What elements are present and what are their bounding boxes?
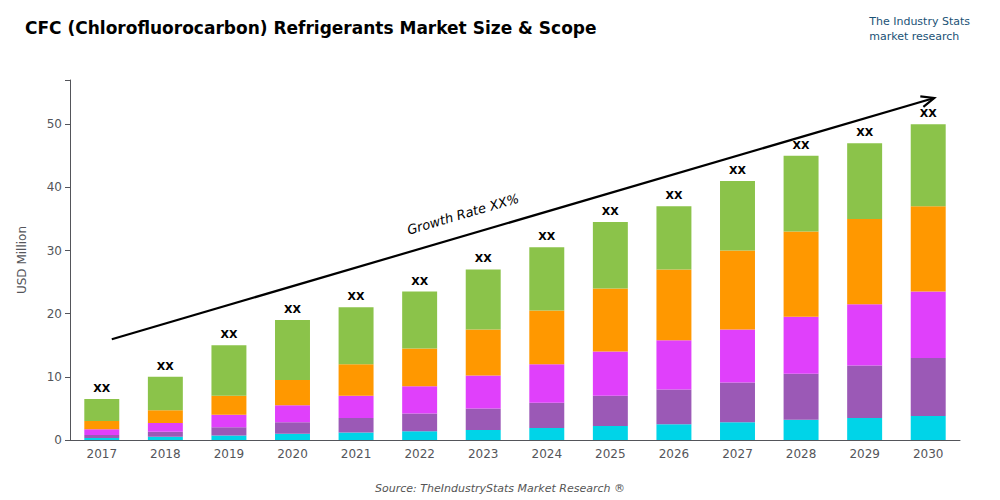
svg-text:XX: XX [348,290,365,303]
svg-text:2018: 2018 [150,447,181,461]
svg-text:XX: XX [284,303,301,316]
svg-text:XX: XX [93,382,110,395]
svg-text:2026: 2026 [659,447,690,461]
svg-text:XX: XX [793,139,810,152]
svg-text:2019: 2019 [214,447,245,461]
svg-text:Growth Rate XX%: Growth Rate XX% [405,191,520,238]
svg-text:2023: 2023 [468,447,499,461]
svg-text:0: 0 [54,433,62,447]
svg-text:30: 30 [47,244,62,258]
svg-text:2017: 2017 [87,447,118,461]
svg-text:XX: XX [729,164,746,177]
svg-text:XX: XX [220,328,237,341]
svg-text:XX: XX [157,360,174,373]
svg-text:XX: XX [665,189,682,202]
svg-text:2028: 2028 [786,447,817,461]
svg-text:XX: XX [538,230,555,243]
svg-text:XX: XX [411,275,428,288]
svg-text:40: 40 [47,180,62,194]
svg-text:2022: 2022 [404,447,435,461]
svg-text:XX: XX [920,107,937,120]
svg-text:2020: 2020 [277,447,308,461]
svg-text:market research: market research [869,30,959,43]
svg-text:2029: 2029 [849,447,880,461]
svg-text:2021: 2021 [341,447,372,461]
svg-text:XX: XX [602,205,619,218]
svg-text:XX: XX [856,126,873,139]
svg-text:2027: 2027 [722,447,753,461]
svg-text:50: 50 [47,117,62,131]
svg-text:CFC (Chlorofluorocarbon) Refri: CFC (Chlorofluorocarbon) Refrigerants Ma… [25,18,597,38]
svg-text:10: 10 [47,370,62,384]
svg-text:The Industry Stats: The Industry Stats [868,15,970,28]
svg-text:USD Million: USD Million [15,226,29,294]
svg-text:2024: 2024 [532,447,563,461]
svg-text:20: 20 [47,307,62,321]
svg-text:2030: 2030 [913,447,944,461]
svg-text:Source: TheIndustryStats Marke: Source: TheIndustryStats Market Research… [375,482,625,495]
svg-text:XX: XX [475,252,492,265]
svg-text:2025: 2025 [595,447,626,461]
